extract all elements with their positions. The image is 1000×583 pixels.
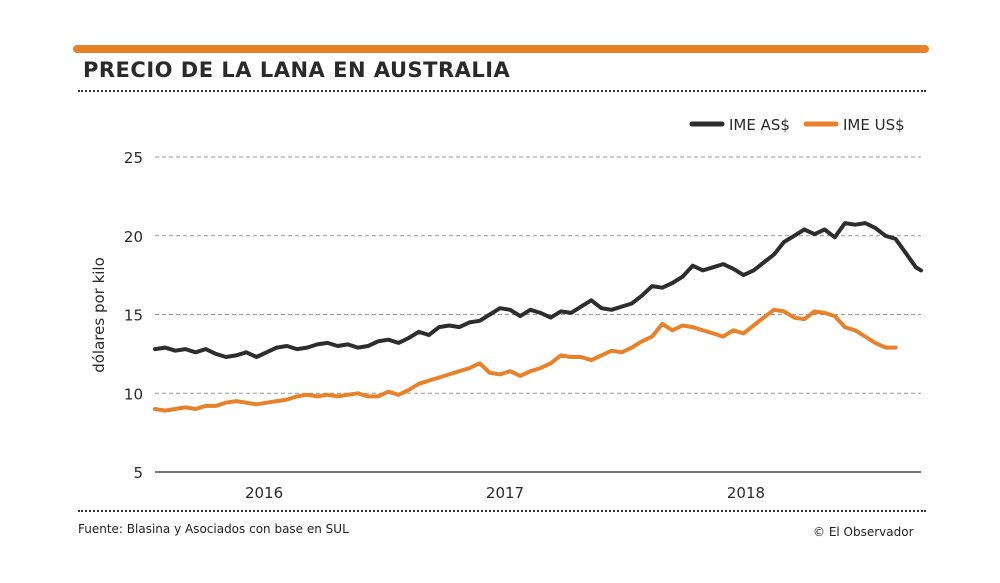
divider-bottom (78, 510, 926, 512)
legend-label-ime-us: IME US$ (843, 116, 905, 134)
series-line-ime-us (153, 307, 898, 413)
x-tick-label: 2016 (245, 484, 283, 502)
y-tick-label: 20 (124, 228, 143, 246)
gridlines (155, 156, 921, 394)
series-line-ime-as (153, 221, 923, 359)
divider-top (78, 90, 926, 92)
credit-note: © El Observador (813, 525, 914, 539)
legend: IME AS$ IME US$ (689, 116, 905, 134)
x-tick-label: 2017 (486, 484, 524, 502)
x-axis-ticks: 2016 2017 2018 (245, 484, 765, 502)
y-tick-label: 5 (133, 464, 143, 482)
source-note: Fuente: Blasina y Asociados con base en … (78, 522, 349, 536)
y-tick-label: 25 (124, 149, 143, 167)
accent-bar (73, 45, 929, 53)
chart-title: PRECIO DE LA LANA EN AUSTRALIA (83, 58, 511, 82)
y-axis-ticks: 5 10 15 20 25 (124, 149, 143, 482)
series-lines (153, 221, 923, 413)
y-tick-label: 15 (124, 307, 143, 325)
legend-label-ime-as: IME AS$ (729, 116, 790, 134)
x-tick-label: 2018 (727, 484, 765, 502)
y-tick-label: 10 (124, 385, 143, 403)
y-axis-label: dólares por kilo (90, 257, 108, 373)
